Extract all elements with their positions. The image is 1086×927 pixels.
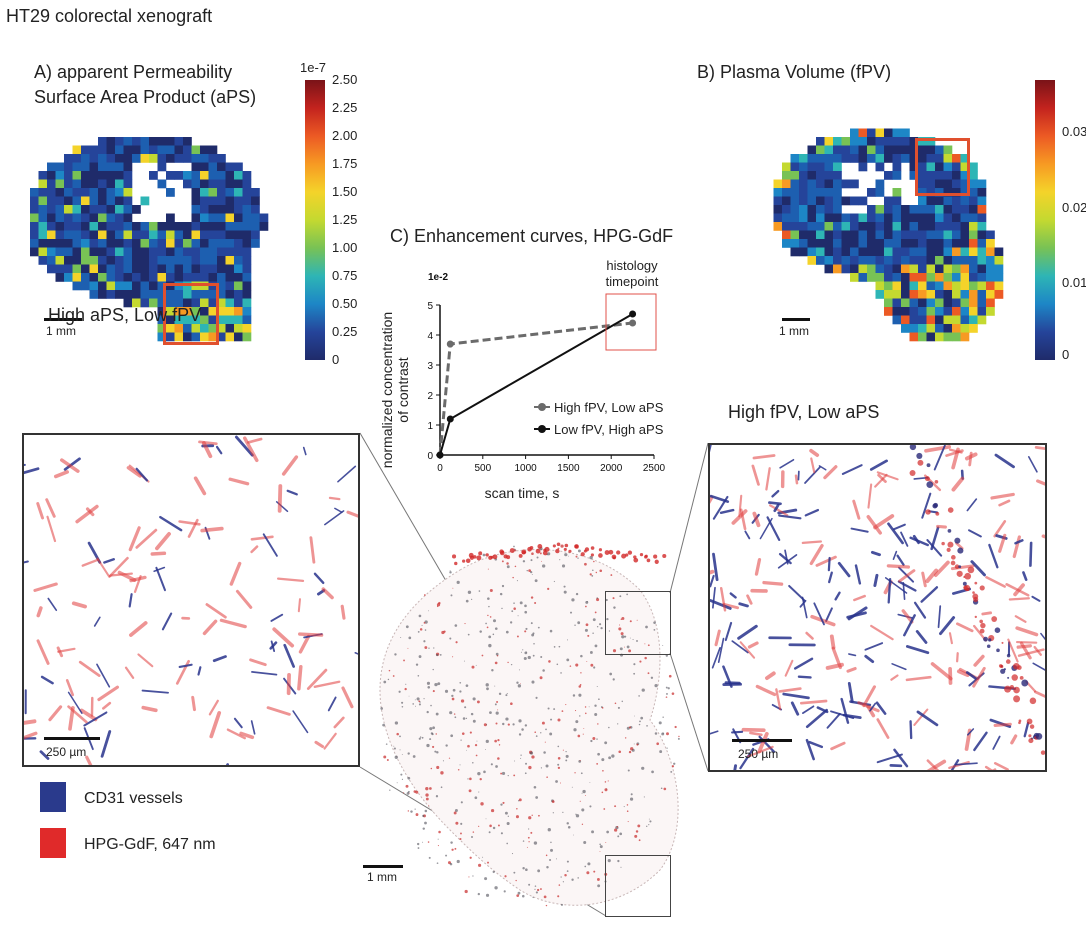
colorbar-tick-label: 2.25 (332, 100, 358, 115)
legend-label: High fPV, Low aPS (554, 400, 664, 415)
hpg-gdf-legend-label: HPG-GdF, 647 nm (84, 836, 216, 853)
panel-a-scale-label: 1 mm (46, 324, 76, 338)
annotation-line2: timepoint (606, 274, 659, 289)
panel-a-title-line2: Surface Area Product (aPS) (34, 87, 257, 107)
legend-marker (538, 425, 546, 433)
panel-b-scale-bar (782, 318, 810, 321)
chart-ylabel-line1: normalized concentration (379, 312, 395, 468)
colorbar-tick-label: 2.50 (332, 72, 358, 87)
series-point (436, 451, 444, 459)
cd31-swatch (40, 782, 66, 812)
aps-highlight-box (163, 283, 219, 345)
center-scale-label: 1 mm (367, 870, 397, 884)
chart-y-exponent: 1e-2 (428, 272, 448, 283)
colorbar-tick-label: 1.75 (332, 156, 358, 171)
right-histology-scale-label: 250 µm (738, 747, 779, 761)
series-point (446, 415, 454, 423)
chart-legend: High fPV, Low aPS Low fPV, High aPS (534, 400, 664, 437)
x-tick-label: 0 (437, 463, 443, 474)
series-point (629, 310, 637, 318)
y-tick-label: 4 (427, 331, 433, 342)
colorbar-tick-label: 2.00 (332, 128, 358, 143)
right-histology-title: High fPV, Low aPS (728, 402, 880, 422)
colorbar-tick-label: 1.00 (332, 240, 358, 255)
left-zoom-region (605, 855, 671, 917)
left-histology-image: 250 µm (22, 433, 360, 767)
colorbar-tick-label: 0.01 (1062, 275, 1086, 290)
series-point (446, 340, 454, 348)
panel-a-scale-bar (44, 318, 82, 321)
hpg-gdf-swatch (40, 828, 66, 858)
aps-heatmap (30, 137, 269, 342)
x-tick-label: 2000 (600, 463, 623, 474)
colorbar-a-exponent: 1e-7 (300, 60, 327, 75)
chart-ylabel-line2: of contrast (395, 357, 411, 422)
figure-title: HT29 colorectal xenograft (6, 6, 213, 26)
chart-title: C) Enhancement curves, HPG-GdF (390, 226, 674, 246)
x-tick-label: 500 (474, 463, 491, 474)
x-tick-label: 2500 (643, 463, 666, 474)
y-tick-label: 5 (427, 301, 433, 312)
histology-timepoint-box (605, 293, 657, 351)
panel-a-title-line1: A) apparent Permeability (34, 62, 233, 82)
chart-series (436, 310, 637, 459)
colorbar-tick-label: 0 (332, 352, 340, 367)
colorbar-tick-label: 0.02 (1062, 200, 1086, 215)
colorbar-tick-label: 0.25 (332, 324, 358, 339)
colorbar-tick-label: 0.50 (332, 296, 358, 311)
y-tick-label: 1 (427, 421, 433, 432)
y-tick-label: 3 (427, 361, 433, 372)
right-histology-image: 250 µm (708, 443, 1047, 772)
colorbar-b (1035, 80, 1055, 360)
panel-b-scale-label: 1 mm (779, 324, 809, 338)
chart-xlabel: scan time, s (485, 485, 560, 501)
panel-b-title: B) Plasma Volume (fPV) (697, 62, 892, 82)
fpv-highlight-box (915, 138, 970, 196)
x-tick-label: 1000 (514, 463, 537, 474)
cd31-legend-label: CD31 vessels (84, 790, 183, 807)
colorbar-a (305, 80, 325, 360)
colorbar-tick-label: 0.75 (332, 268, 358, 283)
legend-marker (538, 403, 546, 411)
whole-tumor-section (379, 542, 680, 907)
colorbar-tick-label: 0.03 (1062, 124, 1086, 139)
center-scale-bar (363, 865, 403, 868)
legend-label: Low fPV, High aPS (554, 422, 664, 437)
right-zoom-region (605, 591, 671, 655)
left-histology-title: High aPS, Low fPV (48, 305, 202, 325)
annotation-line1: histology (606, 258, 658, 273)
series-point (629, 319, 637, 327)
fpv-heatmap (773, 128, 1004, 342)
x-tick-label: 1500 (557, 463, 580, 474)
y-tick-label: 2 (427, 391, 433, 402)
left-histology-scale-bar (44, 737, 100, 740)
enhancement-chart: 1e-2 normalized concentration of contras… (379, 258, 666, 501)
y-tick-label: 0 (427, 451, 433, 462)
colorbar-tick-label: 1.50 (332, 184, 358, 199)
chart-axes: 0 500 1000 1500 2000 2500 0 1 2 3 4 5 (427, 301, 665, 474)
colorbar-tick-label: 1.25 (332, 212, 358, 227)
left-histology-scale-label: 250 µm (46, 745, 87, 759)
colorbar-tick-label: 0 (1062, 347, 1070, 362)
right-histology-scale-bar (732, 739, 792, 742)
